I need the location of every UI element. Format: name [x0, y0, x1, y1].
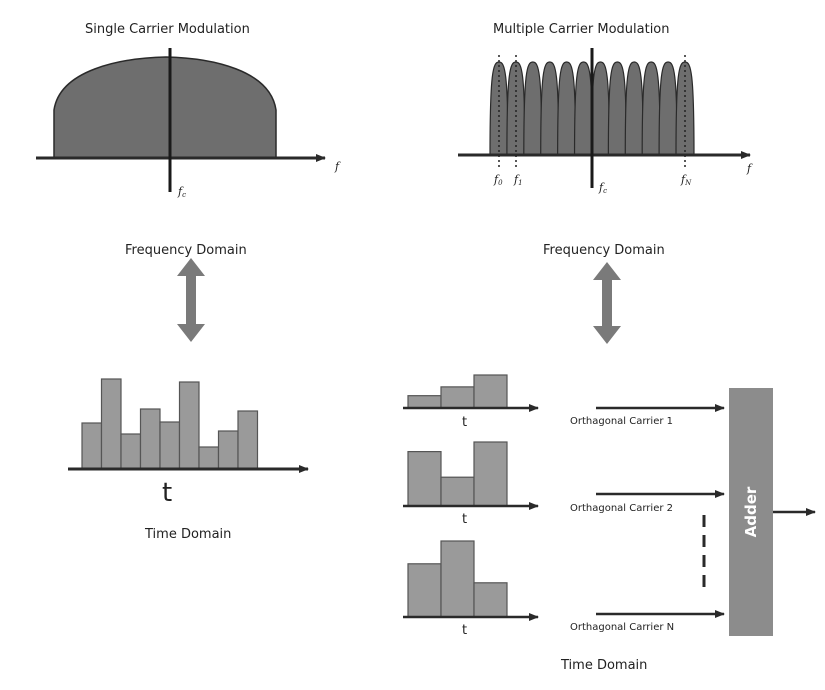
single-time-bar [120, 433, 142, 470]
carrierN-label: Orthagonal Carrier N [570, 622, 675, 633]
multi-time-domain: Time Domain [561, 658, 648, 673]
row2-time-bar [407, 451, 442, 507]
multi-time-bars [407, 374, 508, 618]
subcarrier-lobe [540, 61, 560, 156]
single-double-arrow [177, 258, 205, 342]
subcarrier-lobe [624, 61, 644, 156]
subcarrier-lobes [489, 61, 695, 156]
subcarrier-lobe [590, 61, 611, 156]
carrier1-label: Orthagonal Carrier 1 [570, 416, 673, 427]
row3-time-bar [440, 540, 475, 618]
multi-double-arrow [593, 262, 621, 344]
carrier2-label: Orthagonal Carrier 2 [570, 503, 673, 514]
row1-time-bar [473, 374, 508, 409]
row3-time-bar [407, 563, 442, 618]
single-title: Single Carrier Modulation [85, 22, 250, 37]
adder-label: Adder [742, 486, 760, 538]
single-t-label: t [162, 478, 173, 508]
row2-t-label: t [462, 512, 468, 527]
multi-freq-domain: Frequency Domain [543, 243, 665, 258]
fn-label: fN [681, 173, 692, 187]
f0-label: f0 [494, 173, 503, 187]
row1-time-bar [440, 386, 475, 409]
row2-time-bar [473, 441, 508, 507]
subcarrier-lobe [557, 61, 577, 156]
single-time-bar [139, 408, 161, 470]
subcarrier-lobe [658, 61, 678, 156]
single-axis-f: f [335, 160, 340, 173]
single-time-bar [81, 422, 103, 470]
single-carrier-spectrum [53, 56, 277, 159]
f1-label: f1 [514, 173, 523, 187]
subcarrier-lobe [607, 61, 627, 156]
multi-fc-label: fc [599, 181, 607, 195]
subcarrier-lobe [641, 61, 661, 156]
single-time-bar [198, 446, 220, 470]
row1-t-label: t [462, 415, 468, 430]
multi-title: Multiple Carrier Modulation [493, 22, 670, 37]
subcarrier-lobe [523, 61, 543, 156]
single-time-domain: Time Domain [145, 527, 232, 542]
single-time-bar [159, 421, 181, 470]
row2-time-bar [440, 476, 475, 507]
subcarrier-lobe [675, 61, 695, 156]
subcarrier-lobe [573, 61, 594, 156]
single-time-bars [81, 378, 259, 470]
single-time-bar [178, 381, 200, 470]
single-fc-label: fc [178, 185, 186, 199]
single-time-bar [237, 410, 259, 470]
multi-axis-f: f [747, 162, 752, 175]
single-freq-domain: Frequency Domain [125, 243, 247, 258]
single-time-bar [100, 378, 122, 470]
single-time-bar [217, 430, 239, 470]
row3-t-label: t [462, 623, 468, 638]
row3-time-bar [473, 582, 508, 618]
row1-time-bar [407, 395, 442, 409]
adder-box [729, 388, 773, 636]
